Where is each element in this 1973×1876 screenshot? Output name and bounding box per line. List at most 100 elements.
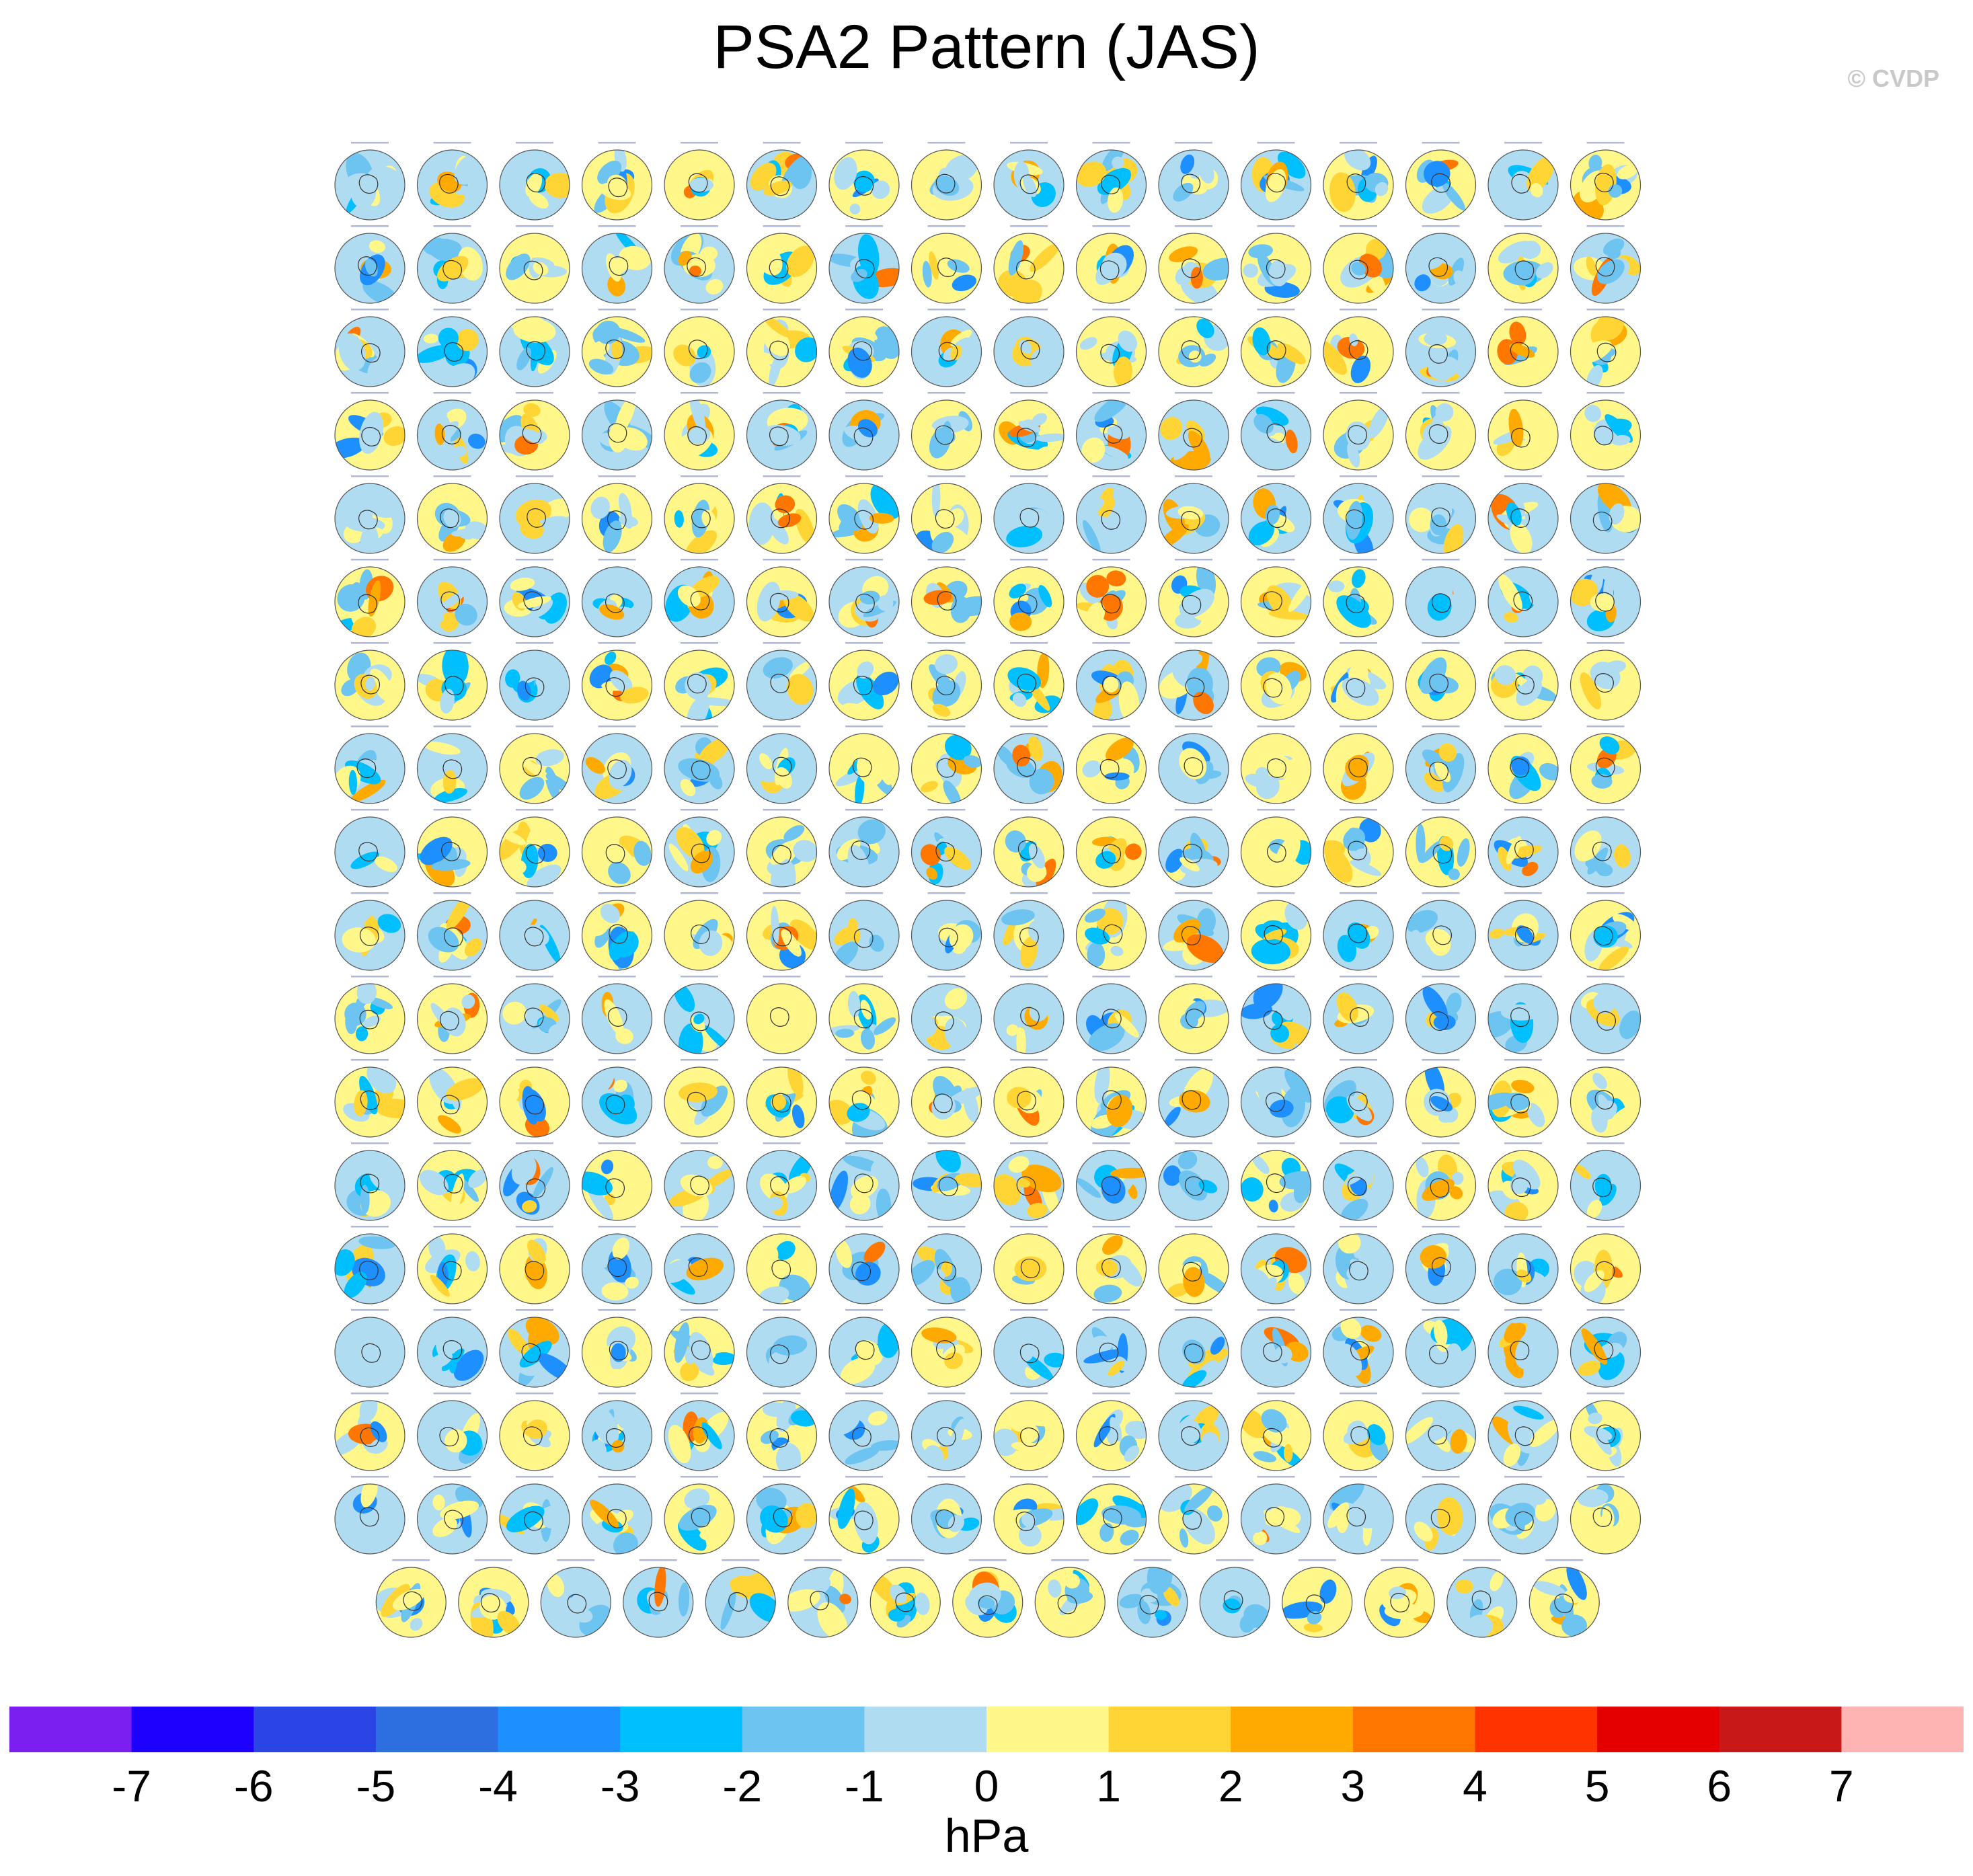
map-panel <box>334 726 405 804</box>
map-panel <box>416 1226 488 1304</box>
map-panel <box>1487 1309 1559 1388</box>
map-panel <box>416 892 488 971</box>
map-panel <box>746 1476 818 1555</box>
map-panel <box>1323 142 1394 221</box>
map-panel <box>1158 809 1229 888</box>
map-panel <box>1570 225 1641 304</box>
map-panel <box>581 392 653 471</box>
map-panel <box>1240 1059 1312 1138</box>
map-panel <box>581 1393 653 1471</box>
map-panel <box>746 392 818 471</box>
map-panel <box>828 1476 900 1555</box>
map-panel <box>993 475 1065 554</box>
map-panel <box>1323 1059 1394 1138</box>
map-panel <box>1570 1476 1641 1555</box>
map-panel <box>1570 642 1641 721</box>
map-panel <box>1570 1142 1641 1221</box>
map-panel <box>993 1393 1065 1471</box>
colorbar-tick-label: -1 <box>845 1761 884 1811</box>
map-panel <box>416 1059 488 1138</box>
map-panel <box>1075 475 1147 554</box>
map-panel <box>664 1142 735 1221</box>
colorbar-tick-label: 3 <box>1340 1761 1366 1811</box>
map-panel <box>623 1559 694 1638</box>
map-panel <box>993 1476 1065 1555</box>
map-panel <box>1487 976 1559 1054</box>
map-panel <box>334 1476 405 1555</box>
colorbar-swatch <box>9 1707 132 1752</box>
map-panel <box>499 225 570 304</box>
map-panel <box>828 892 900 971</box>
map-panel <box>1487 1059 1559 1138</box>
map-panel <box>1075 142 1147 221</box>
map-panel <box>828 726 900 804</box>
map-panel <box>1075 1142 1147 1221</box>
map-panel <box>1075 892 1147 971</box>
map-panel <box>499 892 570 971</box>
map-panel <box>499 142 570 221</box>
map-panel <box>1075 809 1147 888</box>
map-panel <box>1405 1142 1477 1221</box>
map-panel <box>911 1393 982 1471</box>
credit-label: © CVDP <box>1847 65 1939 92</box>
map-panel <box>1158 1309 1229 1388</box>
map-panel <box>1240 392 1312 471</box>
map-panel <box>581 1309 653 1388</box>
map-panel <box>911 1059 982 1138</box>
map-panel <box>1487 726 1559 804</box>
map-panel <box>416 809 488 888</box>
map-panel <box>746 1142 818 1221</box>
map-panel <box>581 309 653 387</box>
map-panel <box>581 976 653 1054</box>
map-panel <box>1158 1393 1229 1471</box>
map-panel <box>664 1476 735 1555</box>
map-panel <box>1405 1476 1477 1555</box>
map-panel <box>993 726 1065 804</box>
map-panel <box>1240 475 1312 554</box>
colorbar-tick-label: 7 <box>1829 1761 1854 1811</box>
map-panel <box>1570 309 1641 387</box>
map-panel <box>499 1142 570 1221</box>
map-panel <box>1487 1476 1559 1555</box>
map-panel <box>1240 1476 1312 1555</box>
map-panel <box>746 142 818 221</box>
map-panel <box>499 309 570 387</box>
map-panel <box>828 142 900 221</box>
map-panel <box>1158 1142 1229 1221</box>
map-panel <box>499 475 570 554</box>
map-panel <box>1158 142 1229 221</box>
map-panel <box>664 225 735 304</box>
map-panel <box>1240 1309 1312 1388</box>
colorbar-swatch <box>1231 1707 1354 1752</box>
map-panel <box>664 309 735 387</box>
map-panel <box>1570 1226 1641 1304</box>
map-panel <box>416 1393 488 1471</box>
map-panel <box>1487 1393 1559 1471</box>
map-panel <box>664 1226 735 1304</box>
map-panel <box>1405 1393 1477 1471</box>
colorbar-swatch <box>131 1707 254 1752</box>
map-panel <box>375 1559 447 1638</box>
map-panel <box>1405 559 1477 637</box>
map-panel <box>1405 1309 1477 1388</box>
map-panel <box>1487 1142 1559 1221</box>
map-panel <box>993 976 1065 1054</box>
map-panel <box>1405 809 1477 888</box>
map-panel <box>1323 809 1394 888</box>
map-panel <box>1323 475 1394 554</box>
map-panel <box>416 142 488 221</box>
map-panel <box>1075 559 1147 637</box>
map-panel <box>664 142 735 221</box>
map-panel <box>828 1226 900 1304</box>
map-panel <box>993 1059 1065 1138</box>
map-panel <box>540 1559 611 1638</box>
colorbar-swatch <box>864 1707 987 1752</box>
map-panel <box>334 392 405 471</box>
map-panel <box>1405 475 1477 554</box>
map-panel <box>911 559 982 637</box>
map-panel <box>499 1309 570 1388</box>
map-panel <box>581 142 653 221</box>
map-panel <box>1158 1059 1229 1138</box>
map-panel <box>993 809 1065 888</box>
map-panel <box>911 642 982 721</box>
